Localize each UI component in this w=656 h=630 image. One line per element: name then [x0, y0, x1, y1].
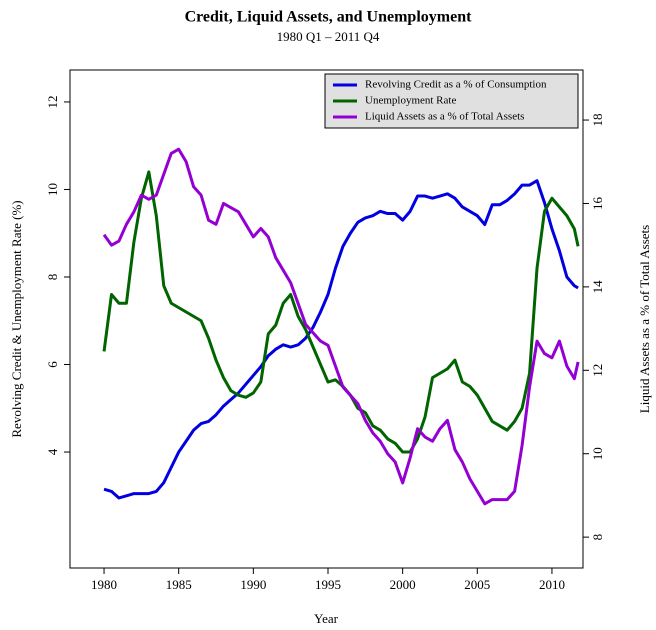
x-tick-label: 1990 [240, 577, 266, 592]
y-tick-label: 8 [45, 274, 60, 281]
chart-title: Credit, Liquid Assets, and Unemployment [185, 9, 473, 26]
x-tick-label: 1995 [315, 577, 341, 592]
y2-axis-label: Liquid Assets as a % of Total Assets [637, 225, 652, 413]
y-tick-label: 12 [45, 95, 60, 108]
x-tick-label: 1980 [91, 577, 117, 592]
y-tick-label: 4 [45, 448, 60, 455]
y2-tick-label: 10 [590, 447, 605, 460]
legend-label: Revolving Credit as a % of Consumption [365, 79, 547, 91]
plot-frame [69, 69, 584, 569]
chart-subtitle: 1980 Q1 – 2011 Q4 [277, 29, 380, 44]
y2-tick-label: 8 [590, 534, 605, 541]
y-tick-label: 10 [45, 183, 60, 196]
y2-tick-label: 12 [590, 364, 605, 377]
series-line [103, 179, 579, 500]
legend-box [324, 73, 579, 129]
y2-tick-label: 16 [590, 196, 605, 210]
y-tick-label: 6 [45, 361, 60, 368]
x-axis-label: Year [314, 611, 339, 626]
y-axis-label: Revolving Credit & Unemployment Rate (%) [9, 200, 24, 437]
x-tick-label: 2005 [464, 577, 490, 592]
legend-label: Liquid Assets as a % of Total Assets [365, 111, 524, 123]
x-tick-label: 2000 [390, 577, 416, 592]
x-tick-label: 1985 [166, 577, 192, 592]
y2-tick-label: 14 [590, 280, 605, 294]
series-line [102, 147, 580, 506]
y2-tick-label: 18 [590, 114, 605, 127]
series-line [102, 170, 580, 454]
legend-label: Unemployment Rate [365, 95, 456, 107]
x-tick-label: 2010 [539, 577, 565, 592]
